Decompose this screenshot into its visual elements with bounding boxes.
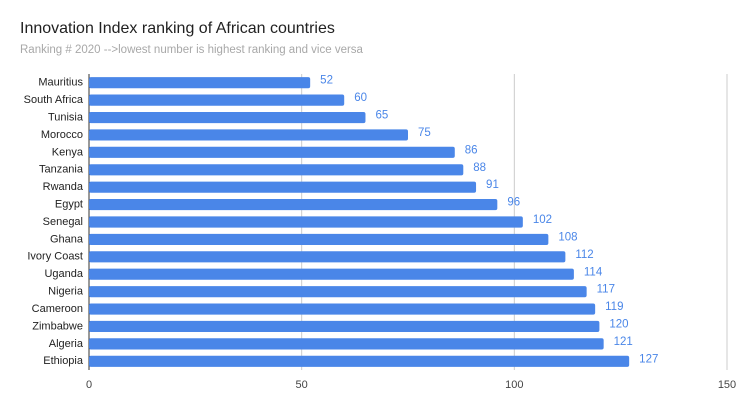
- bar: [89, 181, 477, 193]
- bar: [89, 216, 523, 228]
- bar: [89, 111, 366, 124]
- y-tick-label: Algeria: [49, 338, 84, 350]
- bar: [89, 355, 630, 367]
- bar: [89, 199, 498, 211]
- bar: [89, 268, 574, 280]
- value-label: 117: [597, 284, 615, 296]
- value-label: 114: [584, 266, 603, 278]
- value-label: 102: [533, 214, 552, 226]
- x-tick-label: 150: [718, 379, 736, 391]
- bar: [89, 164, 464, 176]
- x-tick-label: 0: [86, 379, 92, 391]
- value-label: 60: [354, 92, 367, 104]
- y-tick-label: Ghana: [50, 233, 84, 245]
- value-label: 119: [605, 301, 623, 313]
- bar: [89, 129, 408, 141]
- chart-subtitle: Ranking # 2020 -->lowest number is highe…: [20, 44, 364, 56]
- y-tick-label: Morocco: [41, 129, 83, 141]
- value-label: 75: [418, 127, 431, 139]
- value-label: 127: [639, 353, 658, 365]
- y-tick-label: Egypt: [55, 198, 83, 210]
- value-label: 88: [473, 162, 486, 174]
- bar: [89, 303, 596, 315]
- chart-title: Innovation Index ranking of African coun…: [20, 20, 335, 37]
- value-label: 91: [486, 179, 499, 191]
- y-tick-label: Tunisia: [48, 111, 84, 123]
- y-tick-label: Cameroon: [32, 303, 83, 315]
- bar: [89, 233, 549, 245]
- y-tick-label: Kenya: [52, 146, 84, 158]
- y-tick-label: Zimbabwe: [32, 320, 83, 332]
- y-tick-label: Ivory Coast: [27, 251, 83, 263]
- x-tick-label: 50: [296, 379, 308, 391]
- bar: [89, 77, 311, 89]
- value-label: 112: [575, 249, 593, 261]
- y-tick-label: Tanzania: [39, 164, 84, 176]
- value-label: 65: [375, 110, 388, 122]
- y-tick-label: Uganda: [44, 268, 83, 280]
- y-tick-label: Nigeria: [48, 286, 84, 298]
- bar: [89, 146, 455, 158]
- y-tick-label: Ethiopia: [43, 355, 84, 367]
- y-tick-label: Mauritius: [38, 77, 83, 89]
- bar: [89, 251, 566, 263]
- bar: [89, 94, 345, 106]
- value-label: 108: [558, 231, 577, 243]
- value-label: 96: [507, 197, 520, 209]
- bar: [89, 320, 600, 333]
- value-label: 120: [609, 319, 628, 331]
- x-tick-label: 100: [505, 379, 523, 391]
- bar: [89, 286, 587, 298]
- y-tick-label: Senegal: [43, 216, 83, 228]
- value-label: 52: [320, 75, 333, 87]
- y-tick-label: Rwanda: [43, 181, 84, 193]
- bar: [89, 338, 604, 350]
- value-label: 86: [465, 144, 478, 156]
- y-tick-label: South Africa: [24, 94, 84, 106]
- value-label: 121: [614, 336, 633, 348]
